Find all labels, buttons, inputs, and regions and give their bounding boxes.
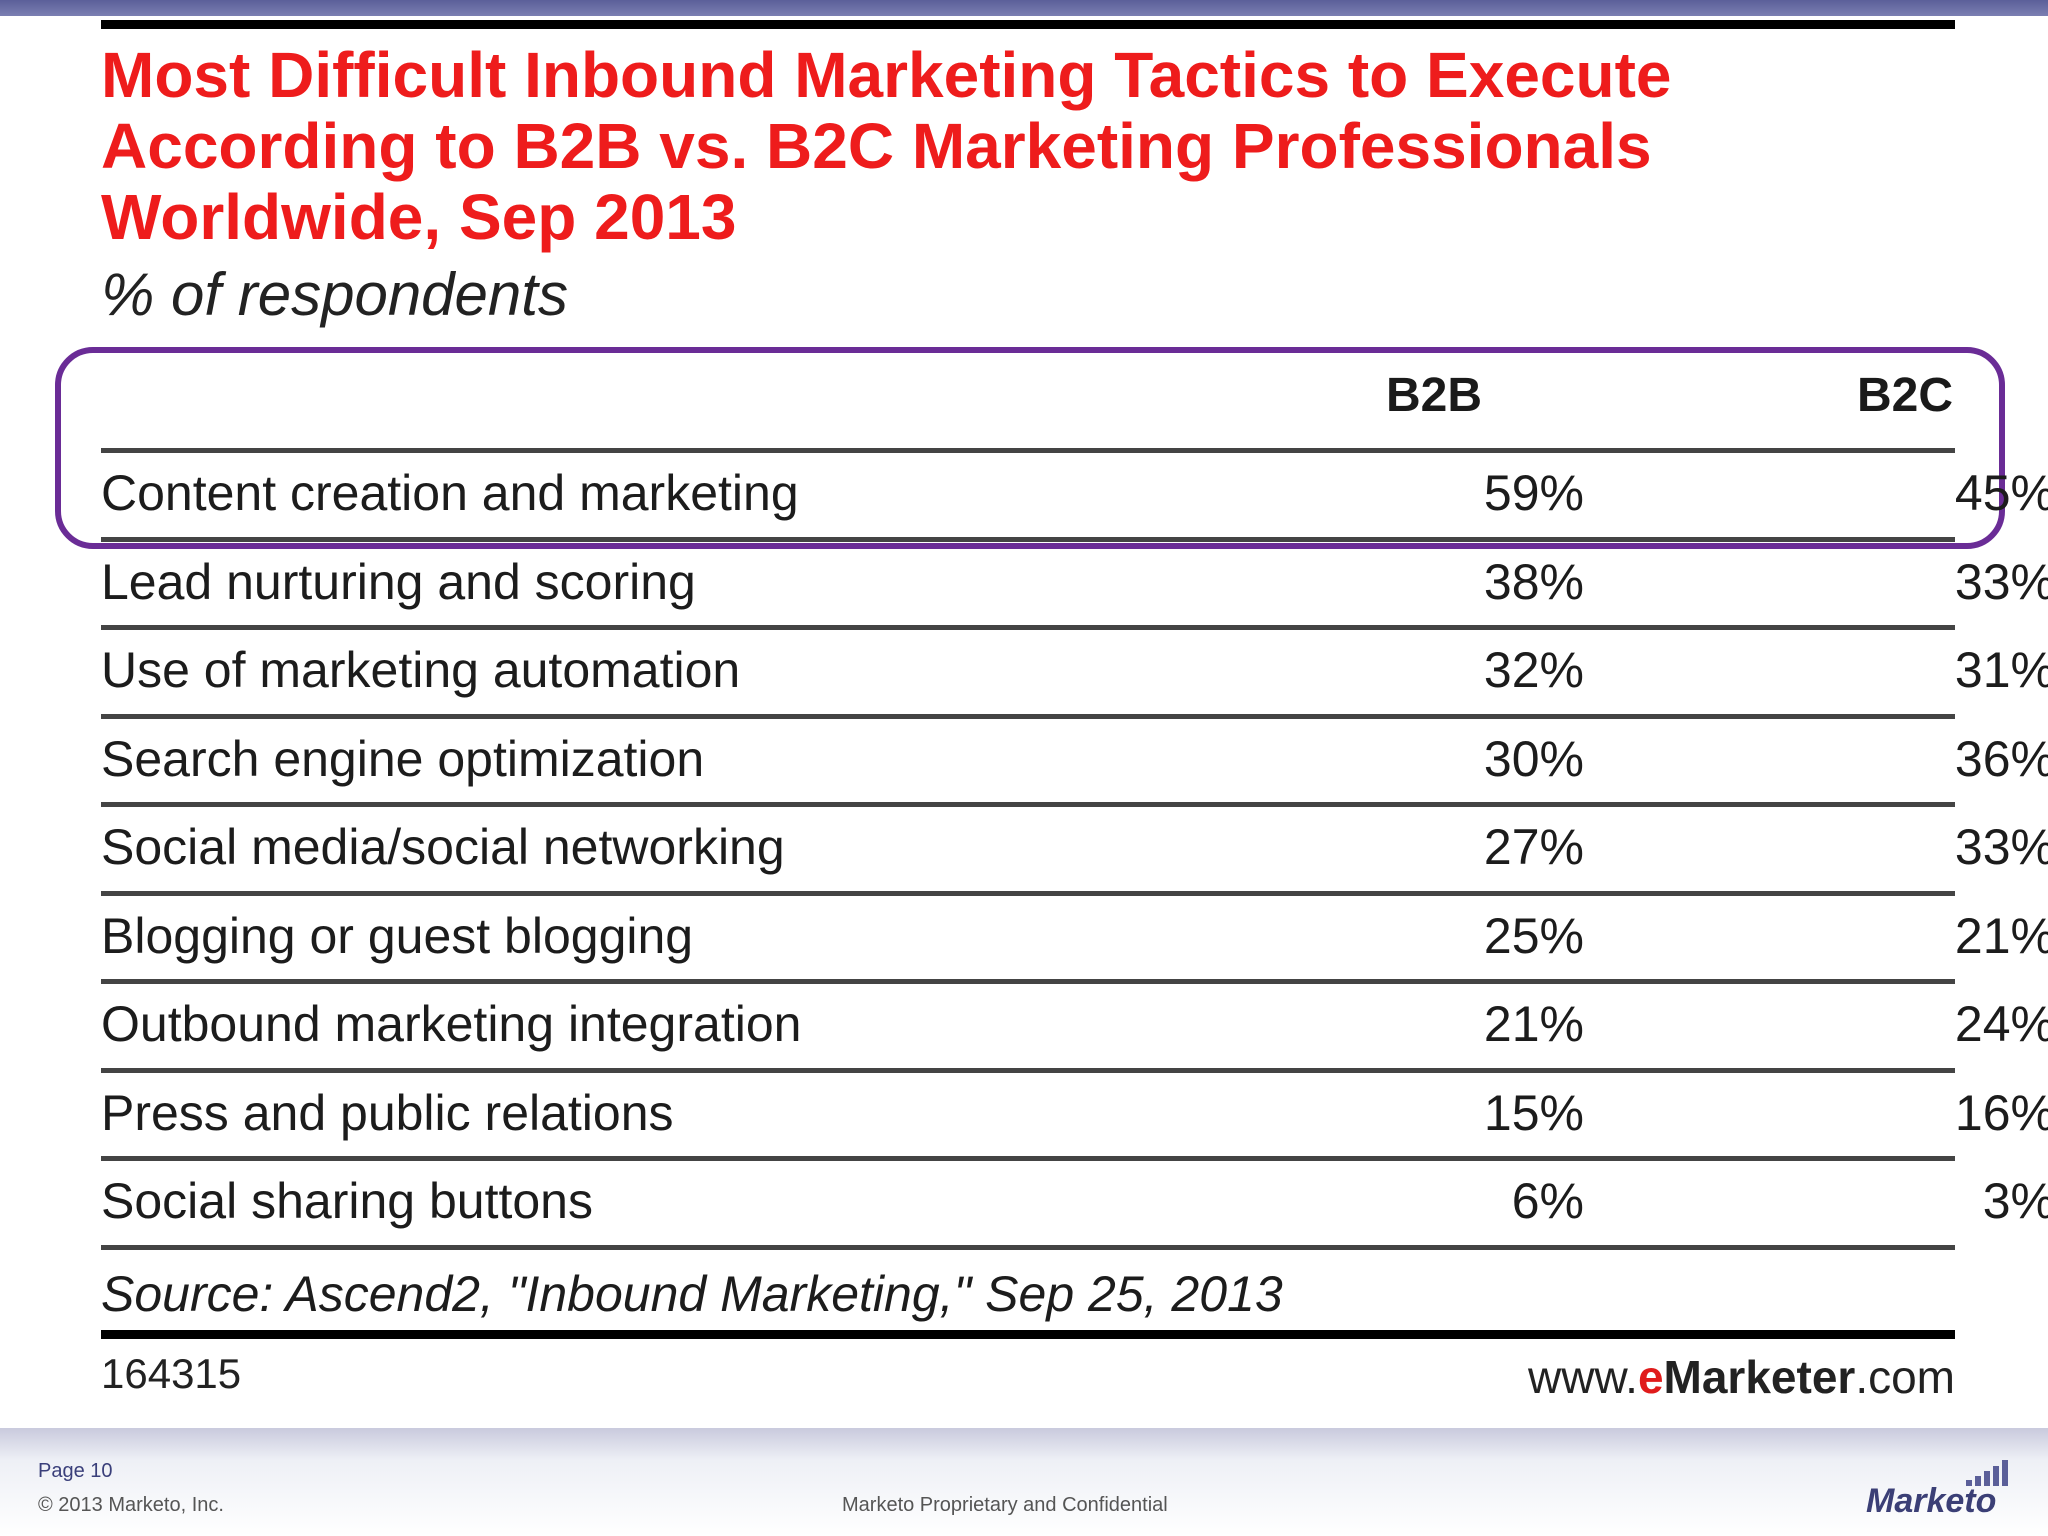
row-rule	[101, 1244, 1955, 1250]
emarketer-url: www.eMarketer.com	[1528, 1350, 1955, 1404]
top-rule	[101, 20, 1955, 29]
b2c-value: 33%	[1954, 819, 2048, 875]
row-rule	[101, 1067, 1955, 1073]
row-label: Blogging or guest blogging	[101, 907, 694, 964]
table-row: Social sharing buttons 6% 3%	[101, 1172, 2048, 1232]
row-rule	[101, 625, 1955, 630]
row-label: Use of marketing automation	[101, 642, 741, 698]
row-rule	[101, 536, 1955, 542]
marketo-logo: Marketo	[1866, 1460, 2016, 1520]
b2b-value: 27%	[1483, 819, 1584, 875]
table-row: Lead nurturing and scoring 38% 33%	[101, 553, 2048, 613]
chart-subtitle: % of respondents	[101, 261, 568, 328]
title-line-1: Most Difficult Inbound Marketing Tactics…	[101, 39, 1672, 111]
b2c-value: 33%	[1954, 553, 2048, 610]
logo-bars-icon	[1966, 1460, 2008, 1486]
column-header-b2c: B2C	[1856, 369, 1953, 422]
url-e: e	[1637, 1351, 1664, 1403]
b2b-value: 25%	[1483, 907, 1584, 964]
row-label: Social sharing buttons	[101, 1173, 593, 1229]
row-rule	[101, 1156, 1955, 1161]
page-number: Page 10	[38, 1460, 113, 1482]
chart-title: Most Difficult Inbound Marketing Tactics…	[101, 40, 1961, 253]
b2b-value: 15%	[1483, 1084, 1584, 1141]
url-prefix: www.	[1528, 1351, 1638, 1403]
table-row: Search engine optimization 30% 36%	[101, 730, 2048, 790]
row-rule	[101, 802, 1955, 807]
header-rule	[101, 448, 1955, 453]
row-rule	[101, 890, 1955, 896]
row-label: Outbound marketing integration	[101, 996, 802, 1052]
confidential-note: Marketo Proprietary and Confidential	[842, 1494, 1168, 1516]
row-rule	[101, 979, 1955, 984]
row-rule	[101, 713, 1955, 719]
b2c-value: 3%	[1982, 1173, 2048, 1229]
top-band	[0, 0, 2048, 16]
row-label: Search engine optimization	[101, 730, 705, 787]
b2c-value: 16%	[1954, 1084, 2048, 1141]
table-row: Content creation and marketing 59% 45%	[101, 464, 2048, 524]
chart-id: 164315	[101, 1350, 242, 1397]
b2b-value: 38%	[1483, 553, 1584, 610]
row-label: Press and public relations	[101, 1084, 674, 1141]
table-row: Blogging or guest blogging 25% 21%	[101, 907, 2048, 967]
highlight-box	[55, 347, 2005, 549]
logo-text: Marketo	[1866, 1482, 1997, 1520]
b2c-value: 45%	[1954, 465, 2048, 521]
table-row: Outbound marketing integration 21% 24%	[101, 995, 2048, 1055]
bottom-rule	[101, 1330, 1955, 1339]
b2b-value: 6%	[1511, 1173, 1584, 1229]
url-brand: Marketer	[1663, 1351, 1856, 1403]
b2b-value: 32%	[1483, 642, 1584, 698]
slide-footer	[0, 1428, 2048, 1536]
b2b-value: 21%	[1483, 996, 1584, 1052]
row-label: Lead nurturing and scoring	[101, 553, 696, 610]
b2b-value: 59%	[1483, 465, 1584, 521]
b2c-value: 24%	[1954, 996, 2048, 1052]
title-line-2: According to B2B vs. B2C Marketing Profe…	[101, 110, 1652, 182]
b2b-value: 30%	[1483, 730, 1584, 787]
table-row: Press and public relations 15% 16%	[101, 1084, 2048, 1144]
b2c-value: 21%	[1954, 907, 2048, 964]
b2c-value: 31%	[1954, 642, 2048, 698]
column-header-b2b: B2B	[1385, 369, 1482, 422]
title-line-3: Worldwide, Sep 2013	[101, 181, 737, 253]
source-note: Source: Ascend2, "Inbound Marketing," Se…	[101, 1266, 1283, 1322]
row-label: Content creation and marketing	[101, 465, 799, 521]
copyright: © 2013 Marketo, Inc.	[38, 1494, 224, 1516]
row-label: Social media/social networking	[101, 819, 785, 875]
table-row: Social media/social networking 27% 33%	[101, 818, 2048, 878]
b2c-value: 36%	[1954, 730, 2048, 787]
url-suffix: .com	[1855, 1351, 1955, 1403]
table-row: Use of marketing automation 32% 31%	[101, 641, 2048, 701]
